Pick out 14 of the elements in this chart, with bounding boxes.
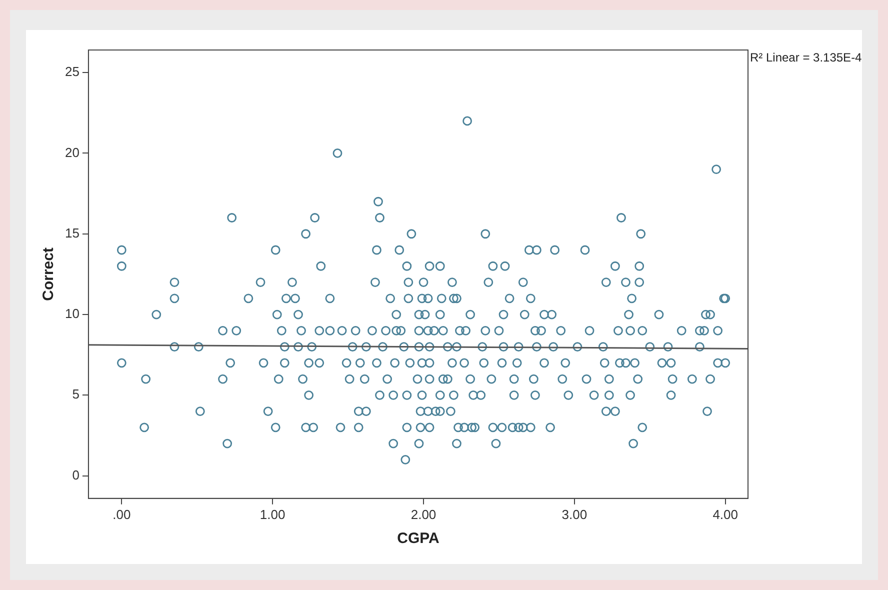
- y-tick-label: 25: [64, 64, 80, 80]
- y-tick-label: 20: [64, 144, 80, 160]
- y-tick-label: 5: [72, 386, 80, 402]
- x-tick-label: .00: [112, 506, 131, 522]
- x-axis-title: CGPA: [397, 530, 440, 548]
- y-tick-label: 10: [64, 306, 80, 322]
- x-tick-label: 4.00: [712, 506, 738, 522]
- x-tick-label: 2.00: [410, 506, 436, 522]
- x-tick-label: 1.00: [260, 506, 286, 522]
- y-axis-title: Correct: [40, 248, 58, 301]
- y-tick-label: 0: [72, 467, 80, 482]
- y-tick-label: 15: [64, 225, 80, 240]
- x-tick-label: 3.00: [562, 506, 588, 522]
- text: R² Linear = 3.135E-4: [750, 50, 862, 64]
